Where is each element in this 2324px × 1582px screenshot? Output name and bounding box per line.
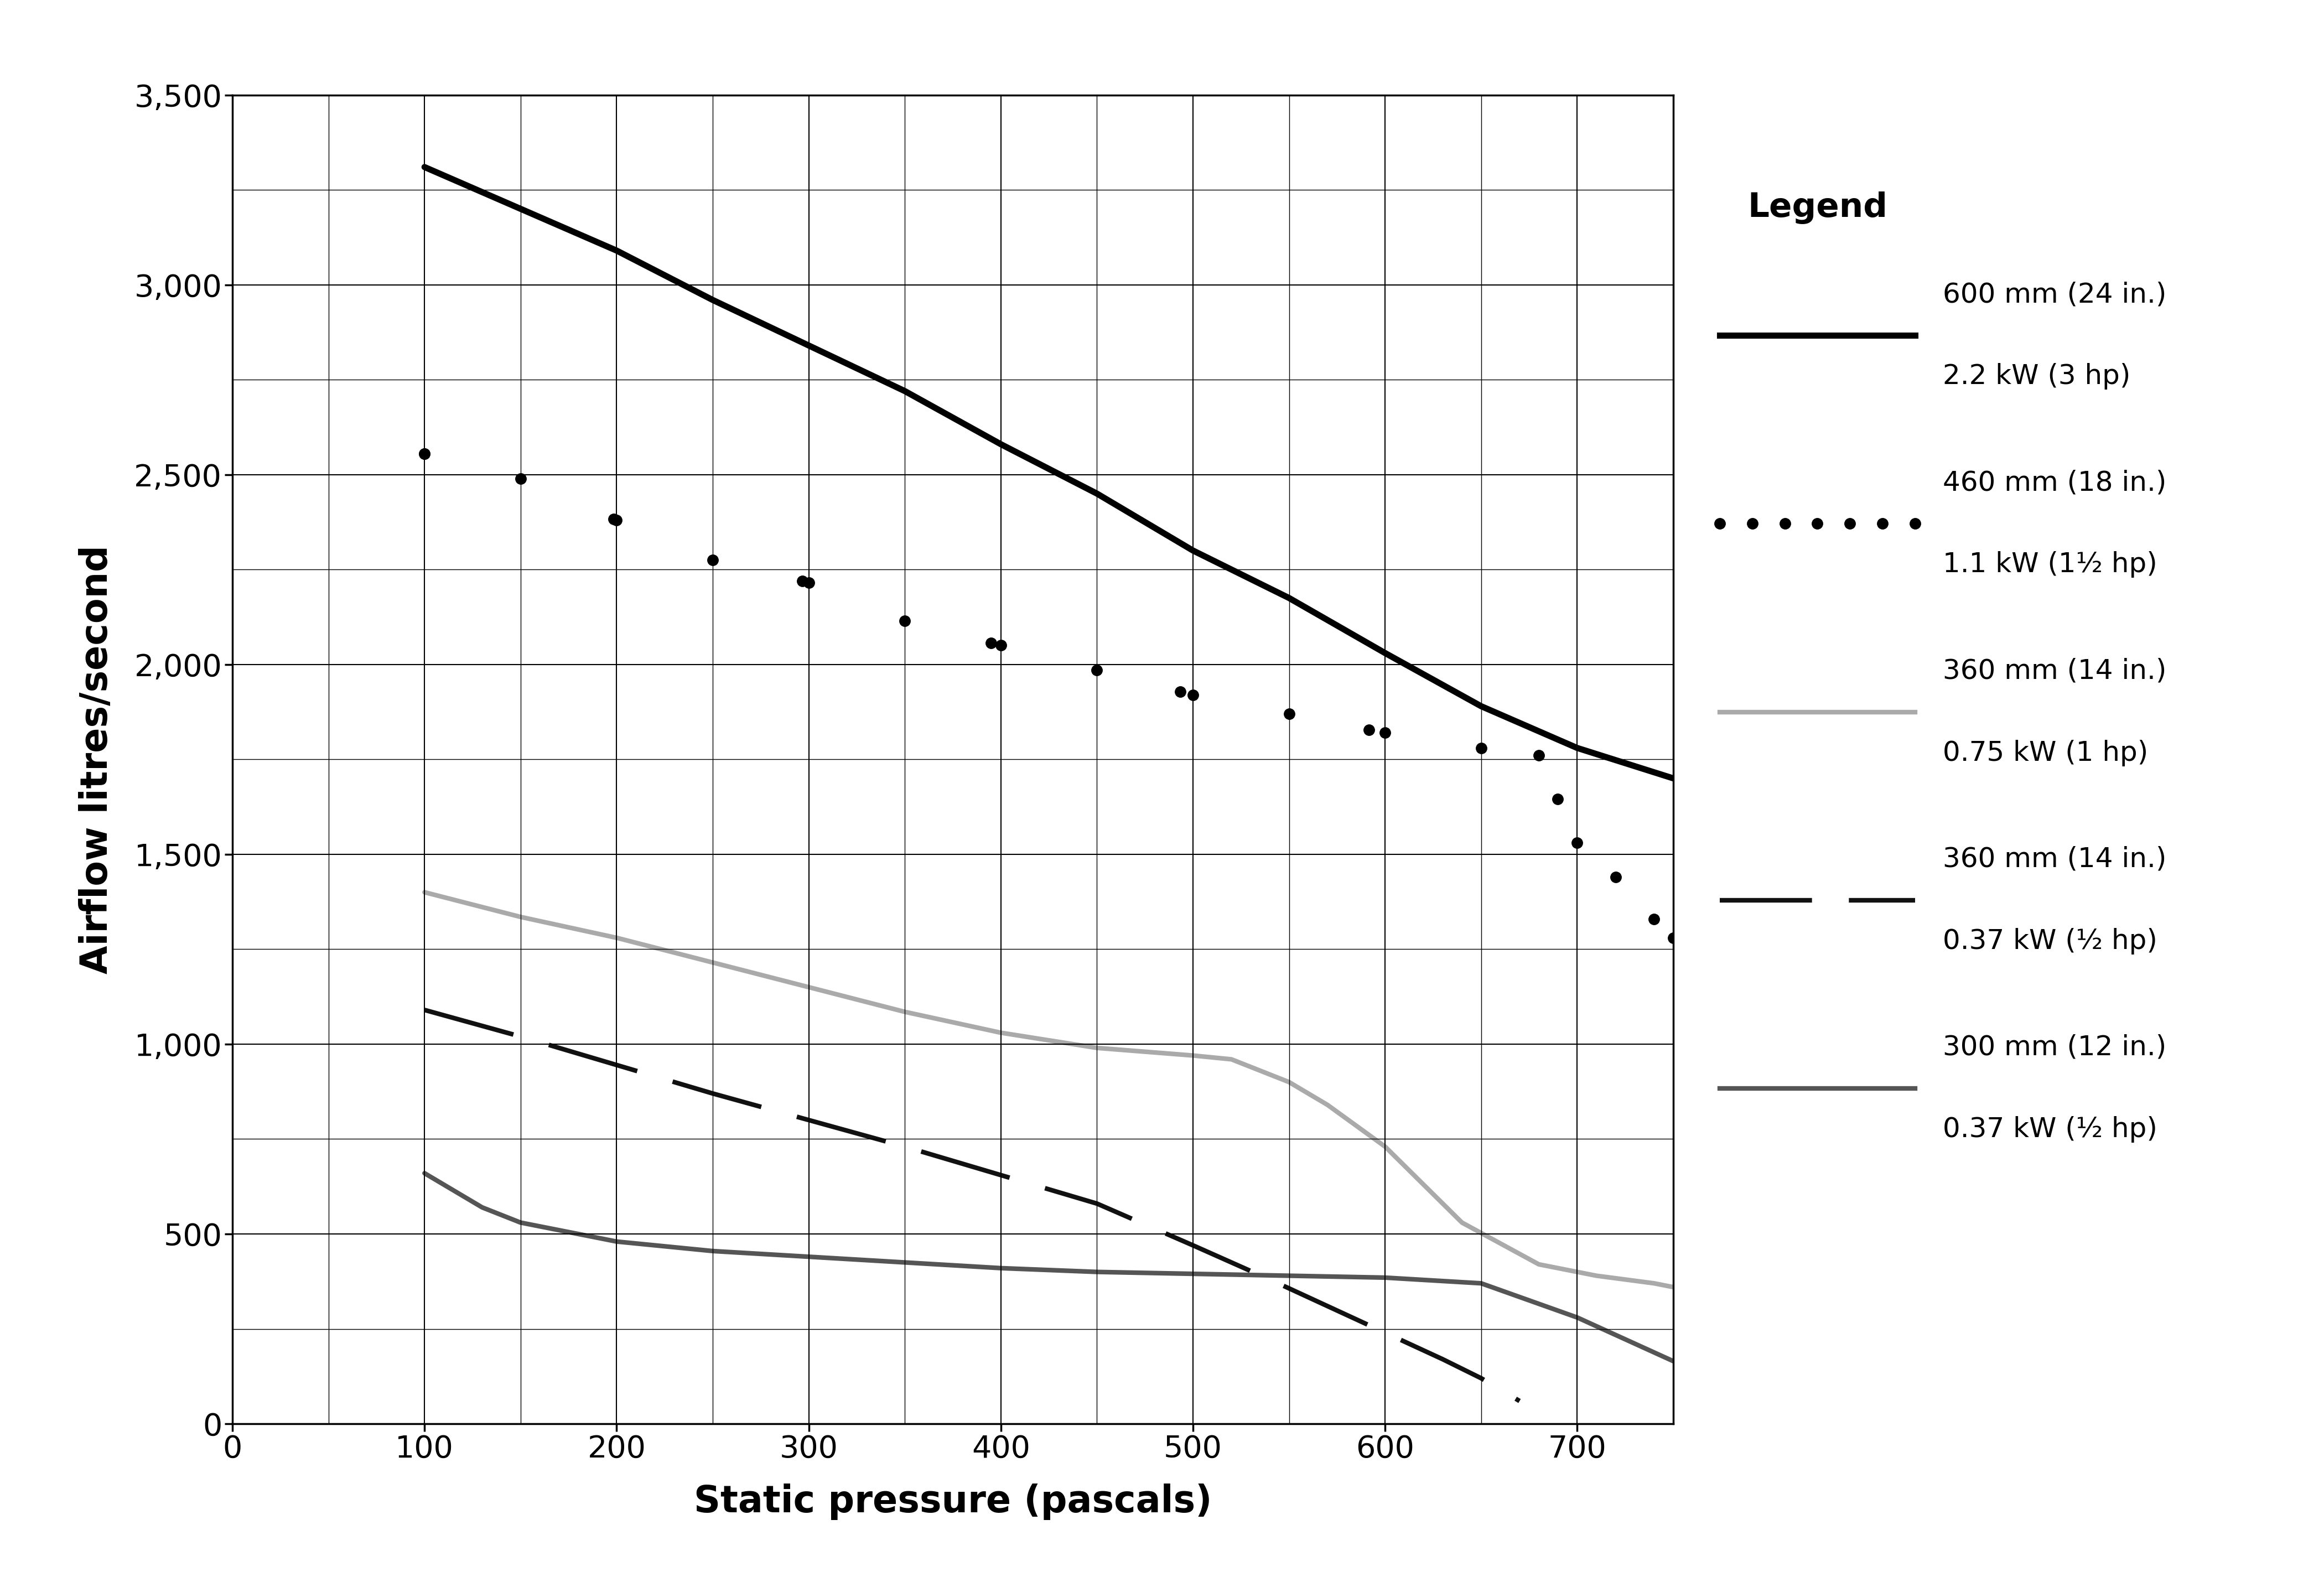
Text: Legend: Legend xyxy=(1748,191,1887,225)
Text: 460 mm (18 in.): 460 mm (18 in.) xyxy=(1943,470,2166,497)
Text: 600 mm (24 in.): 600 mm (24 in.) xyxy=(1943,282,2166,308)
Text: 300 mm (12 in.): 300 mm (12 in.) xyxy=(1943,1035,2166,1060)
Text: 0.37 kW (½ hp): 0.37 kW (½ hp) xyxy=(1943,1117,2157,1142)
X-axis label: Static pressure (pascals): Static pressure (pascals) xyxy=(695,1484,1211,1520)
Y-axis label: Airflow litres/second: Airflow litres/second xyxy=(79,544,114,975)
Text: 0.75 kW (1 hp): 0.75 kW (1 hp) xyxy=(1943,740,2147,766)
Text: 0.37 kW (½ hp): 0.37 kW (½ hp) xyxy=(1943,927,2157,954)
Text: 360 mm (14 in.): 360 mm (14 in.) xyxy=(1943,658,2166,683)
Text: 1.1 kW (1½ hp): 1.1 kW (1½ hp) xyxy=(1943,551,2157,577)
Text: 2.2 kW (3 hp): 2.2 kW (3 hp) xyxy=(1943,364,2131,389)
Text: 360 mm (14 in.): 360 mm (14 in.) xyxy=(1943,846,2166,873)
